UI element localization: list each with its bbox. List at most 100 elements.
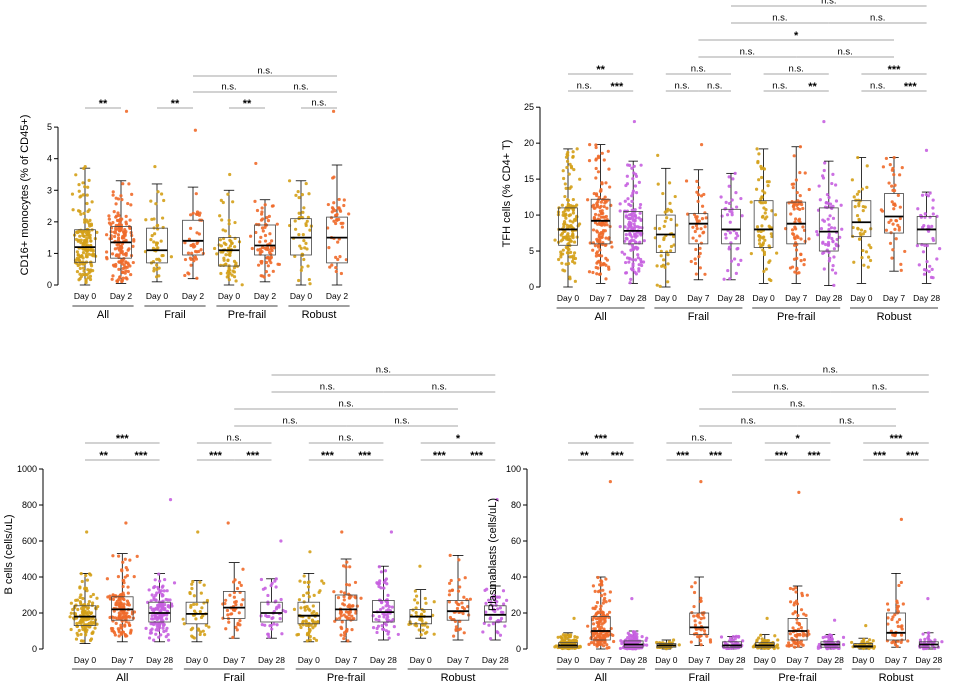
significance-label: n.s.	[821, 0, 836, 7]
significance-label: n.s.	[774, 382, 789, 393]
data-point	[157, 266, 161, 270]
data-point	[898, 173, 902, 177]
data-point	[592, 627, 596, 631]
data-point	[85, 193, 89, 197]
data-point	[727, 184, 731, 188]
data-point	[567, 262, 571, 266]
data-point	[332, 175, 336, 179]
data-point	[571, 207, 575, 211]
data-point	[162, 198, 166, 203]
data-point	[600, 232, 605, 237]
data-point	[152, 585, 156, 590]
data-point	[632, 164, 636, 168]
data-point	[350, 604, 354, 608]
data-point	[345, 560, 349, 564]
data-point	[740, 214, 744, 218]
data-point	[697, 185, 701, 190]
data-point	[260, 226, 265, 230]
significance-label: *	[795, 433, 800, 445]
data-point	[596, 621, 601, 625]
data-point	[123, 632, 127, 637]
data-point	[231, 608, 236, 612]
data-point	[385, 582, 389, 586]
data-point	[194, 617, 198, 621]
data-point	[666, 262, 670, 266]
data-point	[232, 595, 236, 599]
data-point	[199, 630, 203, 634]
data-point	[71, 208, 75, 212]
data-point	[723, 232, 728, 236]
data-point	[81, 639, 85, 643]
data-point	[308, 634, 312, 639]
data-point	[447, 593, 452, 597]
data-point	[757, 238, 762, 242]
data-point	[796, 206, 800, 211]
data-point	[89, 594, 93, 599]
data-point	[855, 192, 860, 196]
significance-label: n.s.	[221, 82, 236, 93]
data-point	[194, 192, 198, 196]
data-point	[622, 252, 627, 256]
data-point	[162, 589, 166, 593]
data-point	[598, 248, 602, 252]
data-point	[866, 255, 871, 259]
data-point	[627, 260, 631, 264]
data-point	[637, 180, 641, 185]
data-point	[339, 271, 344, 276]
data-point	[827, 236, 831, 240]
data-point	[119, 625, 123, 630]
data-point	[150, 234, 154, 238]
data-point	[121, 596, 125, 601]
significance-label: n.s.	[872, 382, 887, 393]
data-point	[221, 200, 225, 205]
data-point	[191, 242, 195, 246]
data-point	[792, 182, 796, 186]
data-point	[760, 224, 764, 228]
y-tick-label: 600	[22, 536, 37, 546]
data-point	[708, 640, 713, 644]
data-point	[423, 631, 428, 635]
data-point	[294, 227, 298, 231]
data-point	[121, 252, 126, 256]
data-point	[456, 589, 461, 593]
data-point	[348, 565, 352, 569]
data-point	[703, 225, 707, 229]
data-point	[633, 184, 638, 188]
data-point	[694, 247, 698, 252]
data-point	[119, 228, 123, 232]
data-point	[764, 267, 768, 271]
data-point	[81, 193, 85, 197]
data-point	[694, 215, 698, 219]
data-point	[929, 275, 934, 279]
data-point	[417, 628, 421, 632]
data-point	[694, 272, 698, 276]
data-point	[565, 223, 569, 227]
data-point	[823, 635, 828, 639]
data-point	[564, 155, 569, 159]
data-point	[267, 273, 271, 277]
data-point	[896, 193, 900, 197]
data-point	[791, 185, 795, 190]
significance-label: n.s.	[870, 13, 885, 24]
data-point	[699, 643, 703, 647]
data-point	[371, 614, 375, 618]
box-all-day28	[618, 119, 646, 285]
data-point	[84, 630, 88, 634]
data-point	[586, 624, 590, 628]
data-point	[927, 631, 931, 635]
data-point	[121, 584, 125, 589]
data-point	[620, 250, 624, 254]
data-point	[124, 222, 129, 226]
data-point	[599, 254, 604, 258]
x-tick-label: Day 2	[254, 291, 276, 301]
data-point	[329, 216, 334, 220]
data-point	[568, 277, 572, 281]
data-point	[195, 602, 199, 606]
data-point	[899, 262, 903, 266]
data-point	[199, 248, 203, 252]
x-tick-label: Day 2	[110, 291, 132, 301]
significance-label: n.s.	[338, 433, 353, 444]
box-frail-day0	[143, 164, 173, 283]
data-point	[608, 599, 612, 603]
